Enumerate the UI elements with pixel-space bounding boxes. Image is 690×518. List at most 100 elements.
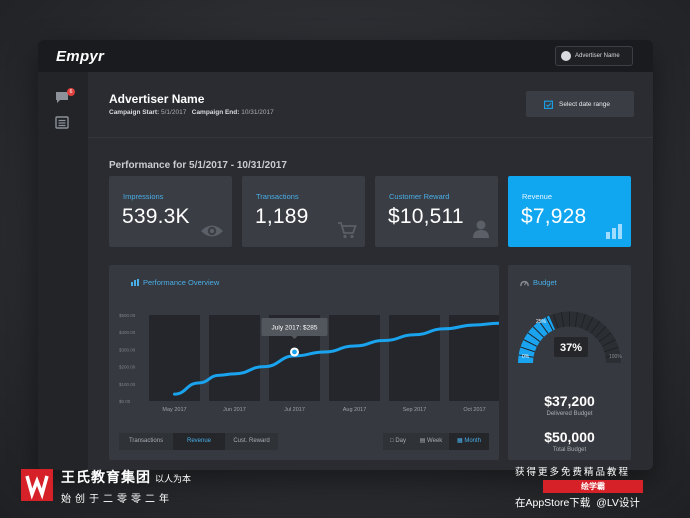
tab-transactions[interactable]: Transactions: [119, 433, 173, 450]
bar-chart-icon: [606, 224, 622, 239]
tab-week[interactable]: ▤ Week: [413, 433, 449, 450]
y-tick-label: $300.00: [119, 347, 136, 352]
campaign-end-label: Campaign End:: [191, 109, 240, 116]
watermark-title: 王氏教育集团 以人为本: [61, 467, 191, 487]
gauge-fill: [518, 315, 556, 364]
delivered-budget-value: $37,200: [544, 393, 595, 409]
gauge-icon: [520, 280, 529, 286]
page-title: Advertiser Name: [109, 92, 205, 106]
watermark-left: 王氏教育集团 以人为本 始创于二零零二年: [18, 464, 218, 508]
performance-title: Performance for 5/1/2017 - 10/31/2017: [109, 160, 287, 171]
watermark-right: 获得更多免费精品教程 绘学霸 在AppStore下载 @LV设计: [515, 464, 685, 510]
data-point: [292, 349, 297, 355]
watermark-slogan: 以人为本: [155, 474, 192, 484]
select-date-range-label: Select date range: [559, 100, 610, 108]
chart-column: [329, 315, 380, 401]
x-tick-label: Jun 2017: [223, 407, 246, 413]
chart-column: [209, 315, 260, 401]
top-bar: Empyr Advertiser Name: [38, 40, 653, 72]
main-content: Advertiser Name Campaign Start: 5/1/2017…: [88, 72, 653, 470]
metric-card-transactions[interactable]: Transactions 1,189: [242, 176, 365, 247]
watermark-appstore: 在AppStore下载: [515, 497, 591, 509]
y-tick-label: $100.00: [119, 382, 136, 387]
gauge-inner-label: 25%: [536, 319, 547, 325]
metric-toggle: Transactions Revenue Cust. Reward: [119, 433, 278, 450]
metric-card-impressions[interactable]: Impressions 539.3K: [109, 176, 232, 247]
budget-title: Budget: [520, 278, 557, 287]
campaign-start-label: Campaign Start:: [109, 109, 160, 116]
cart-icon: [338, 222, 357, 239]
chart-column: [389, 315, 440, 401]
metric-label: Impressions: [123, 192, 164, 201]
period-toggle: □ Day ▤ Week ▦ Month: [383, 433, 489, 450]
performance-overview-panel: Performance Overview May 2017 Jun 2017 Jul…: [109, 265, 499, 460]
watermark-right-line1: 获得更多免费精品教程: [515, 467, 631, 478]
budget-label: Budget: [533, 278, 557, 287]
tooltip-arrow: [291, 335, 298, 339]
performance-overview-title: Performance Overview: [131, 278, 219, 287]
tab-day-label: Day: [395, 438, 406, 444]
person-icon: [473, 220, 489, 238]
messages-badge: 6: [67, 88, 75, 96]
gauge-max-label: 100%: [609, 354, 622, 360]
tab-week-label: Week: [427, 438, 443, 444]
dashboard-window: Empyr Advertiser Name 6 Advertiser Name …: [38, 40, 653, 470]
x-tick-label: Aug 2017: [343, 407, 367, 413]
tab-day[interactable]: □ Day: [383, 433, 413, 450]
tab-month[interactable]: ▦ Month: [449, 433, 489, 450]
select-date-range-button[interactable]: Select date range: [526, 91, 634, 117]
gauge-percent-text: 37%: [560, 342, 582, 354]
metric-value: 539.3K: [122, 205, 190, 228]
metric-label: Customer Reward: [389, 192, 450, 201]
bar-chart-icon: [131, 279, 139, 286]
tab-month-label: Month: [464, 438, 482, 444]
metric-value: $10,511: [388, 205, 464, 228]
chart-column: [449, 315, 499, 401]
metric-value: 1,189: [255, 205, 309, 228]
sidebar: 6: [38, 72, 88, 470]
w-logo-icon: [25, 475, 49, 500]
avatar: [561, 51, 571, 61]
y-tick-label: $200.00: [119, 365, 136, 370]
delivered-budget-label: Delivered Budget: [546, 411, 593, 417]
user-menu-button[interactable]: Advertiser Name: [555, 46, 633, 66]
metric-card-customer-reward[interactable]: Customer Reward $10,511: [375, 176, 498, 247]
y-tick-label: $0.00: [119, 399, 131, 404]
x-tick-label: Sep 2017: [403, 407, 427, 413]
calendar-list-icon[interactable]: [55, 116, 69, 129]
campaign-end-value: 10/31/2017: [241, 109, 274, 116]
budget-panel: Budget 25% 0% 100% 37% $37,200 Delivered…: [508, 265, 631, 460]
app-logo[interactable]: Empyr: [56, 47, 105, 65]
gauge-percent-box: [554, 337, 588, 357]
total-budget-value: $50,000: [544, 429, 595, 445]
total-budget-label: Total Budget: [552, 447, 587, 453]
metric-card-revenue[interactable]: Revenue $7,928: [508, 176, 631, 247]
x-tick-label: Oct 2017: [463, 407, 485, 413]
watermark-weibo: @LV设计: [596, 497, 640, 509]
y-tick-label: $500.00: [119, 313, 136, 318]
campaign-dates: Campaign Start: 5/1/2017 Campaign End: 1…: [109, 109, 274, 116]
watermark-title-text: 王氏教育集团: [61, 469, 151, 485]
x-tick-label: May 2017: [162, 407, 186, 413]
campaign-start-value: 5/1/2017: [161, 109, 187, 116]
watermark-logo: [21, 469, 53, 501]
gauge-ticks: [518, 311, 621, 358]
budget-gauge: 25% 0% 100% 37%: [518, 311, 622, 364]
user-name: Advertiser Name: [575, 53, 620, 59]
revenue-line-chart[interactable]: May 2017 Jun 2017 Jul 2017 Aug 2017 Sep 2017…: [109, 265, 499, 415]
metric-label: Transactions: [256, 192, 299, 201]
watermark-subtitle: 始创于二零零二年: [61, 494, 173, 505]
tooltip-box: [261, 317, 328, 336]
tab-cust-reward[interactable]: Cust. Reward: [225, 433, 278, 450]
chat-bubble-icon[interactable]: [55, 91, 69, 104]
gauge-min-label: 0%: [522, 354, 530, 360]
revenue-series-line: [173, 321, 499, 396]
y-tick-label: $400.00: [119, 330, 136, 335]
x-tick-label: Jul 2017: [284, 407, 305, 413]
performance-overview-label: Performance Overview: [143, 278, 220, 287]
tab-revenue[interactable]: Revenue: [173, 433, 225, 450]
calendar-check-icon: [544, 100, 553, 109]
campaign-header: Advertiser Name Campaign Start: 5/1/2017…: [88, 72, 653, 138]
watermark-right-line3: 在AppStore下载 @LV设计: [515, 495, 685, 510]
metric-value: $7,928: [521, 205, 587, 228]
